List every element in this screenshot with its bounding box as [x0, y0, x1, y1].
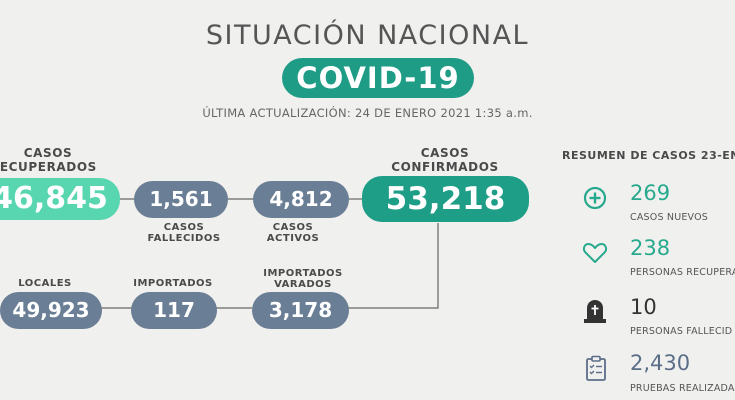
last-update: ÚLTIMA ACTUALIZACIÓN: 24 DE ENERO 2021 1…: [202, 106, 533, 120]
deaths-label-line2: FALLECIDOS: [147, 233, 221, 244]
local-label: LOCALES: [18, 278, 72, 289]
deaths-people-value: 10: [630, 295, 657, 319]
heart-icon: [582, 243, 608, 263]
deaths-label: CASOS FALLECIDOS: [134, 222, 234, 244]
recovered-label-line1: CASOS: [23, 146, 73, 160]
recovered-people-value: 238: [630, 236, 671, 260]
confirmed-label-line1: CASOS: [420, 146, 470, 160]
stranded-label: IMPORTADOS VARADOS: [258, 268, 348, 290]
tombstone-icon: [584, 300, 606, 323]
active-label: CASOS ACTIVOS: [253, 222, 333, 244]
active-label-line1: CASOS: [272, 222, 314, 233]
tests-value: 2,430: [630, 351, 691, 375]
new-cases-value: 269: [630, 181, 671, 205]
tests-label: PRUEBAS REALIZADAS: [630, 383, 735, 394]
stranded-value: 3,178: [252, 292, 349, 329]
clipboard-icon: [586, 355, 606, 381]
plus-circle-icon: [583, 186, 607, 210]
stranded-label-line1: IMPORTADOS: [263, 268, 343, 279]
summary-title: RESUMEN DE CASOS 23-EN: [562, 149, 735, 162]
new-cases-label: CASOS NUEVOS: [630, 212, 708, 223]
confirmed-label-line2: CONFIRMADOS: [391, 160, 499, 174]
imported-label: IMPORTADOS: [133, 278, 213, 289]
deaths-label-line1: CASOS: [163, 222, 205, 233]
recovered-label-line2: RECUPERADOS: [0, 160, 97, 174]
covid-badge: COVID-19: [282, 58, 474, 98]
active-value: 4,812: [253, 181, 349, 218]
confirmed-value: 53,218: [362, 176, 529, 222]
local-value: 49,923: [0, 292, 102, 329]
active-label-line2: ACTIVOS: [266, 233, 320, 244]
page-title: SITUACIÓN NACIONAL: [205, 20, 530, 51]
deaths-value: 1,561: [134, 181, 228, 218]
recovered-value: 46,845: [0, 178, 120, 220]
recovered-people-label: PERSONAS RECUPERA: [630, 267, 735, 278]
imported-value: 117: [131, 292, 217, 329]
recovered-label: CASOS RECUPERADOS: [0, 146, 96, 174]
confirmed-label: CASOS CONFIRMADOS: [380, 146, 510, 174]
deaths-people-label: PERSONAS FALLECID: [630, 326, 733, 337]
stranded-label-line2: VARADOS: [274, 279, 332, 290]
